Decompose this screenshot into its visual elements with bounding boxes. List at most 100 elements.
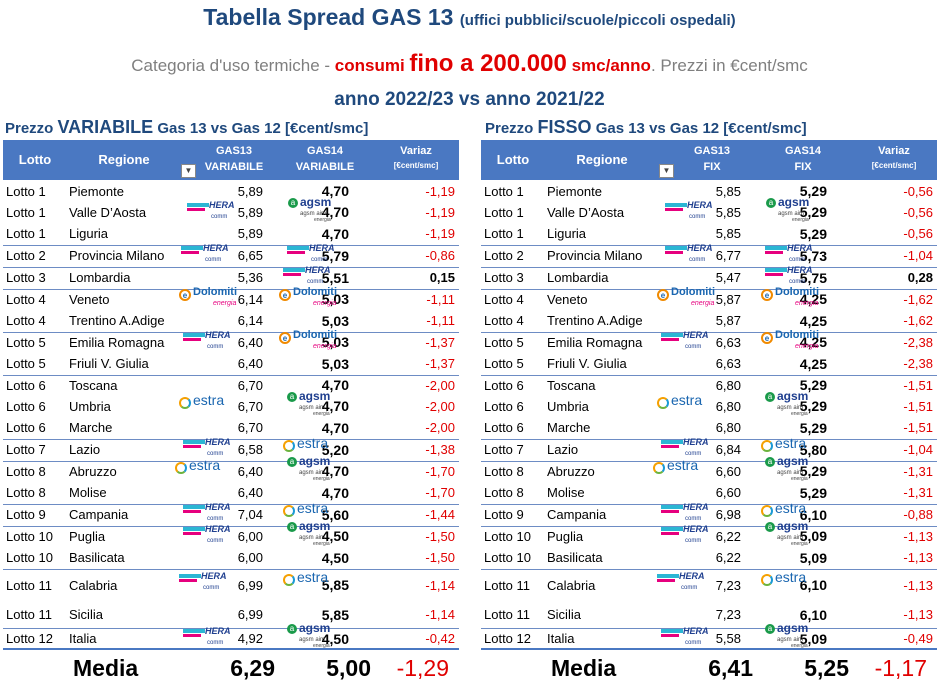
cell-regione: Abruzzo (547, 464, 595, 479)
cell-regione: Basilicata (547, 550, 603, 565)
filter-dropdown-icon[interactable]: ▼ (659, 164, 674, 178)
cell-gas13: 6,14 (237, 292, 263, 307)
cell-variaz: -1,62 (903, 292, 933, 307)
dolomiti-logo-text: Dolomiti (775, 286, 819, 298)
table-row: Lotto 8 Molise 6,60 5,29 -1,31 (481, 482, 937, 505)
cell-gas13: 6,80 (715, 399, 741, 414)
hera-logo-subtext: comm (311, 257, 328, 263)
dolomiti-logo-text: Dolomiti (775, 329, 819, 341)
cell-gas14: 5,51 (321, 270, 349, 286)
cell-regione: Lazio (547, 442, 579, 457)
cell-variaz: -1,13 (903, 529, 933, 544)
left-title-pre: Prezzo (5, 120, 58, 137)
cell-gas13: 6,70 (237, 399, 263, 414)
cell-gas14: 6,10 (799, 577, 827, 593)
cell-gas14: 4,70 (321, 398, 349, 414)
cell-gas13: 5,89 (237, 226, 263, 241)
estra-icon (283, 440, 295, 452)
cell-lotto: Lotto 1 (484, 184, 524, 199)
col-header-variaz-label: Variaz (400, 145, 432, 157)
estra-logo-text: estra (667, 457, 699, 473)
agsm-icon: a (287, 392, 297, 402)
agsm-icon: a (766, 198, 776, 208)
col-header-gas14-a: GAS14 (306, 145, 344, 157)
table-row: Lotto 6 Umbria 6,70 4,70 -2,00 (3, 396, 459, 417)
table-row: Lotto 6 Toscana 6,70 4,70 -2,00 (3, 375, 459, 396)
cell-regione: Veneto (69, 292, 110, 307)
footer-gas14-avg: 5,00 (326, 655, 371, 681)
footer-gas13-avg: 6,41 (708, 655, 753, 681)
dolomiti-icon: e (279, 289, 291, 301)
hera-comm-logo: HERA comm (665, 199, 717, 221)
cell-regione: Trentino A.Adige (69, 313, 165, 328)
cell-variaz: -1,04 (903, 248, 933, 263)
cell-gas14: 5,29 (799, 398, 827, 414)
cell-gas13: 7,23 (715, 607, 741, 622)
table-row: Lotto 1 Liguria 5,89 4,70 -1,19 (3, 223, 459, 246)
estra-icon (283, 574, 295, 586)
estra-logo-text: estra (297, 569, 329, 585)
hera-logo-subtext: comm (681, 585, 698, 591)
cell-variaz: -1,11 (426, 292, 455, 307)
variable-price-table: Lotto Regione ▼ GAS13 VARIABILE GAS14 VARI… (3, 140, 459, 650)
right-title-big: FISSO (537, 117, 592, 137)
hera-comm-logo: HERA comm (661, 329, 713, 351)
cell-gas13: 6,60 (715, 485, 741, 500)
cell-regione: Calabria (69, 578, 118, 593)
table-row: Lotto 7 Lazio 6,58 5,20 -1,38 (3, 439, 459, 462)
cell-gas14: 5,29 (799, 377, 827, 393)
agsm-logo-subtext: agsm aim (777, 470, 804, 476)
table-row: Lotto 8 Abruzzo 6,60 5,29 -1,31 (481, 461, 937, 482)
cell-lotto: Lotto 2 (6, 248, 46, 263)
cell-gas13: 5,89 (237, 205, 263, 220)
col-header-gas14: GAS14 VARIABILE (287, 143, 363, 175)
estra-logo: estra (179, 393, 235, 413)
cell-variaz: -0,88 (903, 507, 933, 522)
hera-logo-subtext: comm (207, 538, 224, 544)
cell-variaz: -1,51 (903, 378, 933, 393)
estra-logo: estra (283, 436, 339, 456)
cell-gas14: 5,85 (321, 577, 349, 593)
agsm-logo-energia: energia (791, 476, 808, 482)
hera-comm-logo: HERA comm (181, 242, 233, 264)
col-header-gas14-a: GAS14 (784, 145, 822, 157)
subtitle-pre: Categoria d'uso termiche - (131, 56, 335, 75)
cell-gas13: 6,40 (237, 485, 263, 500)
dolomiti-icon: e (761, 289, 773, 301)
cell-gas13: 6,00 (237, 550, 263, 565)
col-header-lotto: Lotto (18, 152, 52, 167)
agsm-icon: a (765, 624, 775, 634)
col-header-regione: Regione (98, 152, 150, 167)
cell-gas13: 6,77 (715, 248, 741, 263)
cell-variaz: -1,14 (425, 607, 455, 622)
agsm-logo-subtext: agsm aim (778, 211, 805, 217)
hera-logo-subtext: comm (205, 257, 222, 263)
cell-variaz: -1,13 (903, 550, 933, 565)
cell-variaz: -1,14 (425, 578, 455, 593)
col-header-regione: Regione (576, 152, 628, 167)
footer-gas13-avg: 6,29 (230, 655, 275, 681)
hera-logo-text: HERA (683, 524, 709, 534)
estra-icon (653, 462, 665, 474)
hera-logo-text: HERA (205, 437, 231, 447)
cell-gas14: 5,29 (799, 226, 827, 242)
cell-gas13: 6,65 (237, 248, 263, 263)
dolomiti-icon: e (657, 289, 669, 301)
table-row: Lotto 5 Friuli V. Giulia 6,63 4,25 -2,38 (481, 353, 937, 376)
agsm-icon: a (287, 624, 297, 634)
cell-gas14: 4,70 (321, 485, 349, 501)
cell-gas14: 5,03 (321, 334, 349, 350)
cell-gas14: 4,50 (321, 631, 349, 647)
cell-gas14: 5,60 (321, 507, 349, 523)
estra-logo-text: estra (671, 392, 703, 408)
hera-logo-text: HERA (201, 571, 227, 581)
table-row: Lotto 8 Molise 6,40 4,70 -1,70 (3, 482, 459, 505)
table-row: Lotto 6 Marche 6,70 4,70 -2,00 (3, 417, 459, 440)
agsm-aim-logo: a agsm agsm aim energia (766, 196, 816, 223)
filter-dropdown-icon[interactable]: ▼ (181, 164, 196, 178)
cell-variaz: -1,70 (425, 485, 455, 500)
cell-gas13: 7,23 (715, 578, 741, 593)
cell-gas14: 6,10 (799, 607, 827, 623)
hera-logo-subtext: comm (789, 279, 806, 285)
col-header-gas13: GAS13 VARIABILE (199, 143, 269, 175)
